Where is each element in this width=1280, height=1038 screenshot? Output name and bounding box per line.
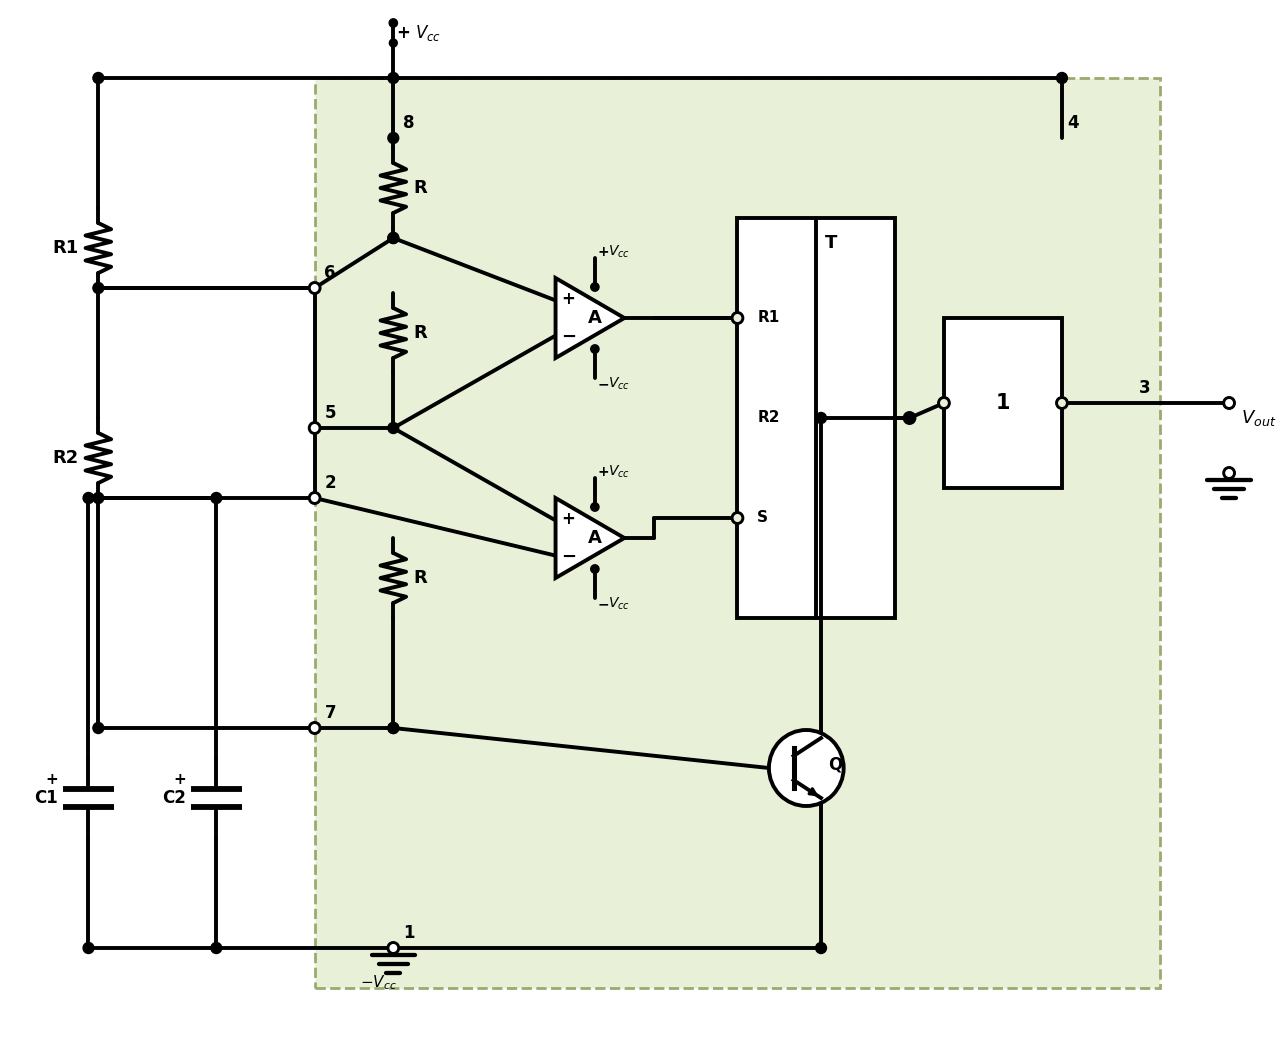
Circle shape bbox=[938, 398, 950, 409]
Circle shape bbox=[388, 943, 398, 954]
Text: 4: 4 bbox=[1066, 114, 1079, 132]
Text: R: R bbox=[413, 569, 426, 588]
Text: 2: 2 bbox=[325, 474, 337, 492]
Circle shape bbox=[388, 422, 398, 434]
Text: 1: 1 bbox=[403, 924, 415, 943]
Circle shape bbox=[211, 492, 221, 503]
Circle shape bbox=[591, 345, 599, 353]
Circle shape bbox=[83, 492, 93, 503]
Text: $-V_{cc}$: $-V_{cc}$ bbox=[360, 974, 397, 992]
Circle shape bbox=[388, 943, 398, 954]
Text: −: − bbox=[598, 377, 609, 391]
Circle shape bbox=[1224, 467, 1234, 479]
Circle shape bbox=[388, 133, 398, 143]
Text: Q: Q bbox=[828, 756, 842, 774]
Text: R: R bbox=[413, 324, 426, 342]
Text: A: A bbox=[588, 529, 602, 547]
Circle shape bbox=[93, 722, 104, 734]
Circle shape bbox=[388, 73, 398, 83]
FancyBboxPatch shape bbox=[315, 78, 1160, 988]
Text: 1: 1 bbox=[996, 393, 1010, 413]
Circle shape bbox=[389, 39, 397, 47]
Circle shape bbox=[904, 412, 915, 424]
Text: 6: 6 bbox=[325, 264, 335, 282]
Circle shape bbox=[211, 943, 221, 954]
Text: $V_{cc}$: $V_{cc}$ bbox=[608, 376, 630, 392]
Circle shape bbox=[591, 502, 599, 511]
Circle shape bbox=[815, 412, 827, 424]
Circle shape bbox=[310, 422, 320, 434]
Circle shape bbox=[1056, 398, 1068, 409]
Bar bbox=[737, 218, 895, 618]
Text: +: + bbox=[562, 291, 575, 308]
Text: 8: 8 bbox=[403, 114, 415, 132]
Text: −: − bbox=[598, 597, 609, 611]
Text: A: A bbox=[588, 309, 602, 327]
Circle shape bbox=[93, 73, 104, 83]
Text: −: − bbox=[561, 328, 576, 346]
Text: $V_{cc}$: $V_{cc}$ bbox=[608, 596, 630, 612]
Circle shape bbox=[388, 722, 398, 734]
Bar bbox=[943, 318, 1062, 488]
Circle shape bbox=[1056, 73, 1068, 83]
Text: $V_{out}$: $V_{out}$ bbox=[1240, 408, 1276, 428]
Text: T: T bbox=[824, 234, 837, 252]
Text: R2: R2 bbox=[52, 449, 78, 467]
Text: +: + bbox=[45, 771, 58, 787]
Circle shape bbox=[591, 565, 599, 573]
Text: +: + bbox=[598, 465, 609, 479]
Circle shape bbox=[769, 730, 844, 805]
Circle shape bbox=[388, 233, 398, 244]
Circle shape bbox=[310, 722, 320, 734]
Text: R2: R2 bbox=[758, 410, 780, 426]
Polygon shape bbox=[556, 278, 625, 358]
Text: S: S bbox=[758, 511, 768, 525]
Text: +: + bbox=[397, 24, 417, 42]
Circle shape bbox=[591, 282, 599, 292]
Circle shape bbox=[1224, 398, 1234, 409]
Text: +: + bbox=[598, 245, 609, 260]
Circle shape bbox=[83, 943, 93, 954]
Circle shape bbox=[93, 282, 104, 294]
Text: 3: 3 bbox=[1139, 379, 1151, 397]
Circle shape bbox=[310, 282, 320, 294]
Circle shape bbox=[388, 233, 398, 244]
Circle shape bbox=[388, 722, 398, 734]
Circle shape bbox=[815, 943, 827, 954]
Text: +: + bbox=[173, 771, 186, 787]
Circle shape bbox=[93, 492, 104, 503]
Text: $V_{cc}$: $V_{cc}$ bbox=[608, 244, 630, 261]
Text: $V_{cc}$: $V_{cc}$ bbox=[608, 464, 630, 481]
Text: −: − bbox=[561, 548, 576, 566]
Text: $V_{cc}$: $V_{cc}$ bbox=[415, 23, 440, 43]
Text: C1: C1 bbox=[35, 789, 58, 807]
Circle shape bbox=[904, 412, 915, 424]
Text: R1: R1 bbox=[52, 239, 78, 257]
Text: C2: C2 bbox=[163, 789, 186, 807]
Text: R1: R1 bbox=[758, 310, 780, 326]
Text: 5: 5 bbox=[325, 404, 335, 422]
Text: +: + bbox=[562, 511, 575, 528]
Circle shape bbox=[732, 513, 742, 523]
Text: 7: 7 bbox=[325, 704, 337, 722]
Circle shape bbox=[732, 312, 742, 324]
Text: R: R bbox=[413, 179, 426, 197]
Circle shape bbox=[310, 492, 320, 503]
Polygon shape bbox=[556, 498, 625, 578]
Circle shape bbox=[389, 19, 398, 27]
